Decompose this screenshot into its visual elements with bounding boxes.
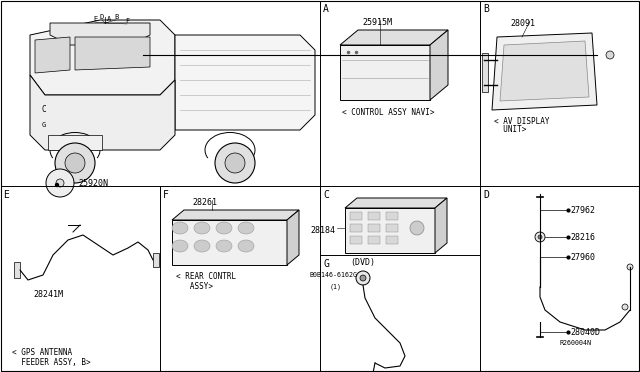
Ellipse shape xyxy=(172,240,188,252)
Polygon shape xyxy=(153,253,159,267)
Text: < REAR CONTRL: < REAR CONTRL xyxy=(176,272,236,281)
Text: 28040D: 28040D xyxy=(570,328,600,337)
Text: E: E xyxy=(93,16,97,22)
Text: 25920N: 25920N xyxy=(78,179,108,188)
Bar xyxy=(386,224,398,232)
Text: FEEDER ASSY, B>: FEEDER ASSY, B> xyxy=(12,358,91,367)
Text: D: D xyxy=(100,14,104,20)
Polygon shape xyxy=(500,41,589,101)
Polygon shape xyxy=(175,35,315,130)
Circle shape xyxy=(65,153,85,173)
Circle shape xyxy=(56,179,64,187)
Circle shape xyxy=(225,153,245,173)
Circle shape xyxy=(410,221,424,235)
Text: < GPS ANTENNA: < GPS ANTENNA xyxy=(12,348,72,357)
Text: A: A xyxy=(107,16,111,22)
Circle shape xyxy=(55,143,95,183)
Bar xyxy=(386,212,398,220)
Text: F: F xyxy=(125,18,129,24)
Ellipse shape xyxy=(194,222,210,234)
Ellipse shape xyxy=(216,222,232,234)
Circle shape xyxy=(606,51,614,59)
Bar xyxy=(368,212,380,220)
Text: G: G xyxy=(323,259,329,269)
Ellipse shape xyxy=(172,222,188,234)
Polygon shape xyxy=(14,262,20,278)
Circle shape xyxy=(215,143,255,183)
Polygon shape xyxy=(345,198,447,208)
Circle shape xyxy=(356,271,370,285)
Polygon shape xyxy=(492,33,597,110)
Text: E: E xyxy=(3,190,9,200)
Text: R260004N: R260004N xyxy=(560,340,592,346)
Circle shape xyxy=(622,304,628,310)
Text: 28261: 28261 xyxy=(192,198,217,207)
Text: 25915M: 25915M xyxy=(362,18,392,27)
Text: B0B146-6162G: B0B146-6162G xyxy=(310,272,358,278)
Circle shape xyxy=(56,183,58,186)
Text: < CONTROL ASSY NAVI>: < CONTROL ASSY NAVI> xyxy=(342,108,435,117)
Text: 28216: 28216 xyxy=(570,233,595,242)
Polygon shape xyxy=(430,30,448,100)
Polygon shape xyxy=(35,37,70,73)
Text: A: A xyxy=(323,4,329,14)
Bar xyxy=(350,236,362,244)
Polygon shape xyxy=(75,37,150,70)
Polygon shape xyxy=(30,75,175,150)
Ellipse shape xyxy=(238,222,254,234)
Polygon shape xyxy=(435,198,447,253)
Text: B: B xyxy=(483,4,489,14)
Polygon shape xyxy=(30,20,175,95)
Text: 28184: 28184 xyxy=(310,226,335,235)
Circle shape xyxy=(360,275,366,281)
Text: C: C xyxy=(42,105,47,114)
Text: (1): (1) xyxy=(330,283,342,289)
Ellipse shape xyxy=(216,240,232,252)
Text: (DVD): (DVD) xyxy=(350,258,375,267)
Bar xyxy=(368,224,380,232)
Bar xyxy=(368,236,380,244)
Text: C: C xyxy=(323,190,329,200)
Circle shape xyxy=(627,264,633,270)
Ellipse shape xyxy=(238,240,254,252)
Text: G: G xyxy=(42,122,46,128)
Bar xyxy=(350,224,362,232)
Polygon shape xyxy=(172,220,287,265)
Circle shape xyxy=(46,169,74,197)
Bar xyxy=(386,236,398,244)
Polygon shape xyxy=(340,30,448,45)
Circle shape xyxy=(538,235,542,239)
Polygon shape xyxy=(287,210,299,265)
Ellipse shape xyxy=(194,240,210,252)
Polygon shape xyxy=(482,53,488,92)
Text: F: F xyxy=(163,190,169,200)
Text: 27962: 27962 xyxy=(570,206,595,215)
Polygon shape xyxy=(340,45,430,100)
Polygon shape xyxy=(345,208,435,253)
Text: < AV DISPLAY: < AV DISPLAY xyxy=(494,117,550,126)
Text: 28241M: 28241M xyxy=(33,290,63,299)
Text: D: D xyxy=(483,190,489,200)
Circle shape xyxy=(535,232,545,242)
Text: UNIT>: UNIT> xyxy=(494,125,526,134)
Text: 27960: 27960 xyxy=(570,253,595,262)
Polygon shape xyxy=(50,23,150,45)
Polygon shape xyxy=(48,135,102,150)
Text: 28091: 28091 xyxy=(510,19,535,28)
Polygon shape xyxy=(172,210,299,220)
Bar xyxy=(350,212,362,220)
Text: B: B xyxy=(114,14,118,20)
Text: ASSY>: ASSY> xyxy=(176,282,213,291)
